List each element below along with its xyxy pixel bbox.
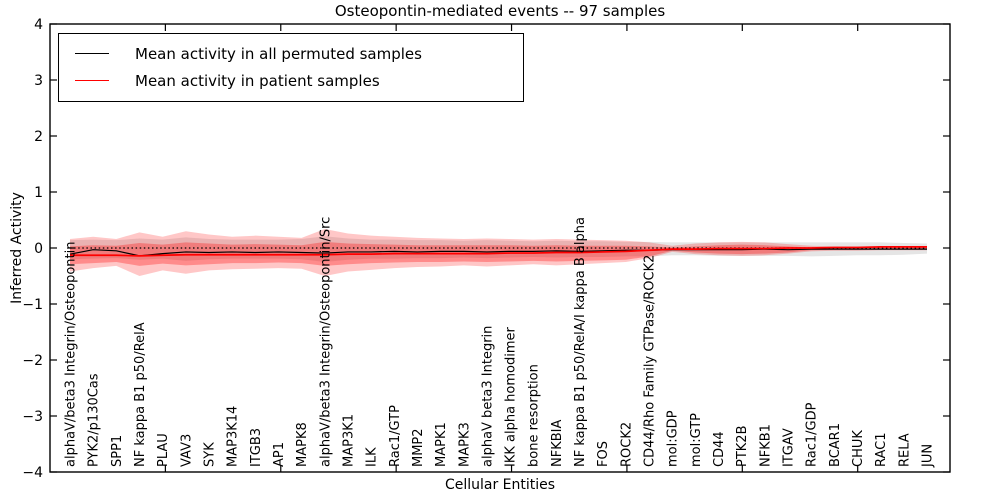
x-category-label: MAPK8	[295, 422, 310, 467]
x-category-label: SYK	[202, 442, 217, 467]
y-tick-label: −2	[22, 353, 43, 369]
x-category-label: AP1	[272, 442, 287, 467]
x-category-label: ROCK2	[619, 422, 634, 467]
x-category-label: alphaV beta3 Integrin	[480, 326, 495, 467]
x-category-label: ITGB3	[249, 428, 264, 467]
x-category-label: alphaV/beta3 Integrin/Osteopontin	[64, 242, 79, 467]
x-category-label: ILK	[365, 447, 380, 467]
x-category-label: RAC1	[874, 432, 889, 467]
patient-mean-line	[70, 246, 927, 257]
x-category-label: PTK2B	[735, 426, 750, 468]
x-category-label: NF kappa B1 p50/RelA	[133, 322, 148, 467]
x-category-label: MAP3K1	[341, 414, 356, 467]
legend: Mean activity in all permuted samples Me…	[58, 33, 524, 102]
permuted-mean-line	[69, 248, 927, 257]
x-category-label: PLAU	[156, 433, 171, 467]
x-category-label: NF kappa B1 p50/RelA/I kappa B alpha	[573, 217, 588, 467]
y-axis-label: Inferred Activity	[9, 192, 25, 304]
legend-row-permuted: Mean activity in all permuted samples	[67, 40, 515, 67]
x-category-label: CHUK	[851, 430, 866, 467]
y-tick-label: 3	[34, 73, 43, 89]
x-category-label: CD44/Rho Family GTPase/ROCK2	[643, 255, 658, 467]
chart-title: Osteopontin-mediated events -- 97 sample…	[334, 2, 666, 20]
y-tick-label: 1	[34, 185, 43, 201]
legend-label-permuted: Mean activity in all permuted samples	[135, 44, 422, 63]
y-tick-label: −1	[22, 297, 43, 313]
x-category-label: CD44	[712, 431, 727, 467]
x-category-label: IKK alpha homodimer	[504, 326, 519, 467]
y-tick-label: −4	[22, 465, 43, 481]
y-tick-label: 2	[34, 129, 43, 145]
permuted-line-swatch	[75, 53, 109, 54]
x-category-label: mol:GTP	[689, 413, 704, 467]
patient-line-swatch	[75, 80, 109, 81]
x-category-label: PYK2/p130Cas	[87, 373, 102, 467]
x-axis-label: Cellular Entities	[444, 477, 556, 493]
x-category-label: RELA	[897, 433, 912, 467]
x-category-label: MAPK3	[457, 422, 472, 467]
x-category-label: ITGAV	[782, 428, 797, 467]
x-category-label: SPP1	[110, 435, 125, 467]
y-tick-label: 4	[34, 17, 43, 33]
legend-row-patient: Mean activity in patient samples	[67, 67, 515, 94]
x-category-label: MMP2	[411, 428, 426, 467]
x-category-label: JUN	[921, 444, 936, 468]
x-category-label: FOS	[596, 441, 611, 467]
x-category-label: MAP3K14	[226, 406, 241, 467]
x-category-label: VAV3	[179, 434, 194, 467]
x-category-label: Rac1/GDP	[805, 402, 820, 467]
legend-label-patient: Mean activity in patient samples	[135, 71, 380, 90]
x-category-label: NFKBIA	[550, 420, 565, 467]
y-tick-label: 0	[34, 241, 43, 257]
y-tick-label: −3	[22, 409, 43, 425]
x-category-label: Rac1/GTP	[388, 405, 403, 467]
x-category-label: BCAR1	[828, 423, 843, 467]
x-category-label: bone resorption	[527, 364, 542, 467]
x-category-label: NFKB1	[758, 424, 773, 467]
x-category-label: MAPK1	[434, 422, 449, 467]
x-category-label: mol:GDP	[666, 410, 681, 467]
x-category-label: alphaV/beta3 Integrin/Osteopontin/Src	[318, 217, 333, 467]
